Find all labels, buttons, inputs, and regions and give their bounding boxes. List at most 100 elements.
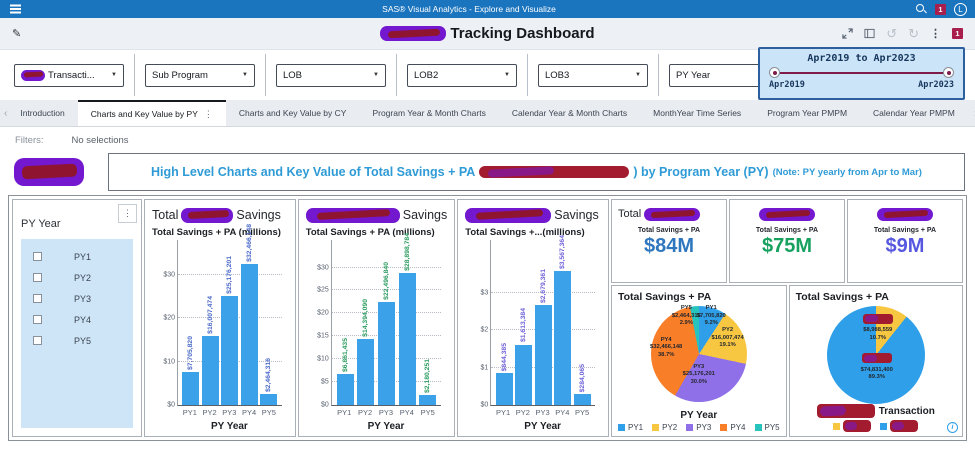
pie-slices[interactable] [650,306,747,402]
redacted-chart-title [305,207,400,223]
redacted-kpi-title [644,207,701,221]
legend-item-5[interactable]: PY5 [754,423,780,432]
legend-item-1[interactable] [833,420,872,432]
filter-dropdown-lob3[interactable]: LOB3 ▼ [538,63,648,87]
tab-charts-and-key-value-by-py[interactable]: Charts and Key Value by PY ⋮ [77,100,226,126]
filter-controls-row: Transacti... ▼ Sub Program ▼ LOB ▼ LOB2 ▼ LOB3 ▼ P… [0,47,975,100]
tab-introduction[interactable]: Introduction [7,100,77,126]
py-year-option-py4[interactable]: PY4 [21,309,133,330]
bar-value-label: $2,180,251 [424,358,432,394]
title-suffix: Savings [236,208,281,222]
legend-item-4[interactable]: PY4 [720,423,746,432]
bar-py2[interactable] [515,344,533,405]
kpi-title [736,206,838,222]
bar-py2[interactable] [201,335,219,405]
slice-pct: 2.9% [679,320,693,327]
bar-py1[interactable] [182,371,200,405]
heading-row: High Level Charts and Key Value of Total… [0,153,975,195]
slice-name: PY2 [722,327,734,334]
bar-py2[interactable] [357,339,375,405]
py-year-option-py3[interactable]: PY3 [21,288,133,309]
redacted-chart-title [465,207,552,223]
bar-py5[interactable] [573,394,591,405]
legend-item-1[interactable]: PY1 [618,423,643,432]
tab-menu-icon[interactable]: ⋮ [203,108,213,119]
legend-swatch [618,424,625,431]
slice-value: $74,831,400 [860,366,893,373]
py-year-option-py2[interactable]: PY2 [21,267,133,288]
filter-dropdown-lob2[interactable]: LOB2 ▼ [407,63,517,87]
y-axis-tick-label: $0 [167,401,175,409]
bar-py4[interactable] [240,264,258,405]
search-icon[interactable] [915,3,927,15]
checkbox[interactable] [33,294,42,303]
filter-cell: Transacti... ▼ [4,54,135,96]
info-icon[interactable]: i [947,422,958,433]
bar-py4[interactable] [398,272,416,405]
tab-calendar-year-pmpm[interactable]: Calendar Year PMPM [860,100,968,126]
py-year-option-py1[interactable]: PY1 [21,246,133,267]
notification-badge[interactable]: 1 [935,3,946,15]
bar-cell-py3: $25,176,201 [221,240,239,405]
py-year-option-py5[interactable]: PY5 [21,330,133,351]
tabs-scroll-left-icon[interactable]: ‹ [4,107,8,119]
x-tick-label: PY2 [202,408,217,417]
checkbox[interactable] [33,336,42,345]
bar-py1[interactable] [495,373,513,405]
pie-chart-panel-2: Total Savings + PA $8,988,559 10.7% $74,831… [788,285,963,437]
more-options-icon[interactable]: ⋮ [930,28,941,40]
bar-py3[interactable] [221,295,239,405]
redo-icon[interactable]: ↻ [908,25,919,41]
pie-chart-panel-1: Total Savings + PA PY1 $7,705,820 9.2% PY2 $1… [611,285,787,437]
filter-dropdown-sub-program[interactable]: Sub Program ▼ [145,63,255,87]
hamburger-menu-icon[interactable] [10,8,21,10]
bar-value-label: $6,861,435 [341,337,349,372]
checkbox[interactable] [33,252,42,261]
tab-program-year-pmpm[interactable]: Program Year PMPM [754,100,860,126]
bar-py3[interactable] [377,301,395,405]
legend-label: PY5 [764,423,780,432]
y-axis-tick-label: $20 [163,314,175,322]
tab-monthyear-time-series[interactable]: MonthYear Time Series [640,100,754,126]
filter-dropdown-transacti---[interactable]: Transacti... ▼ [14,63,124,87]
title-suffix: Savings [554,208,599,222]
dropdown-selected-value: LOB3 [545,69,570,81]
redacted-slice-name [862,313,893,324]
legend-item-2[interactable]: PY2 [652,423,677,432]
maximize-icon[interactable] [842,28,853,39]
slider-handle-start[interactable] [769,67,780,78]
panel-menu-icon[interactable]: ⋮ [118,204,137,223]
tab-calendar-year---month-charts[interactable]: Calendar Year & Month Charts [499,100,640,126]
bar-value-label: $28,898,784 [403,232,411,271]
bar-py3[interactable] [534,304,552,405]
tab-charts-and-key-value-by-cy[interactable]: Charts and Key Value by CY [226,100,360,126]
panel-toggle-icon[interactable] [864,28,875,39]
checkbox[interactable] [33,315,42,324]
slice-pct: 9.2% [704,320,718,327]
bar-py5[interactable] [260,394,278,405]
checkbox[interactable] [33,273,42,282]
bar-py4[interactable] [554,271,572,405]
bar-py1[interactable] [336,373,354,405]
toolbar-badge[interactable]: 1 [952,28,963,39]
bar-value-label: $22,496,840 [382,262,390,300]
tabs-scroll-right-icon[interactable]: › [968,108,975,119]
legend-title-text: PY Year [680,410,718,421]
bar-py5[interactable] [419,395,437,405]
chevron-down-icon: ▼ [504,72,510,78]
tab-program-year---month-charts[interactable]: Program Year & Month Charts [359,100,498,126]
filter-dropdown-lob[interactable]: LOB ▼ [276,63,386,87]
legend-item-3[interactable]: PY3 [686,423,711,432]
date-range-label: Apr2019 to Apr2023 [807,53,916,64]
redacted-legend-label [890,420,919,432]
x-tick-label: PY2 [515,408,530,417]
pie-slice-label-5: PY5 $2,464,316 2.9% [664,305,708,328]
legend-item-2[interactable] [880,420,919,432]
user-avatar[interactable]: L [954,2,967,16]
filter-dropdown-py-year[interactable]: PY Year▼ [669,63,779,87]
pie-chart-title: Total Savings + PA [618,291,712,303]
undo-icon[interactable]: ↺ [886,25,898,41]
edit-pencil-icon[interactable]: ✎ [12,28,22,40]
report-toolbar: ✎ Tracking Dashboard ↺ ↻ ⋮ 1 [0,18,975,50]
slider-handle-end[interactable] [943,67,954,78]
